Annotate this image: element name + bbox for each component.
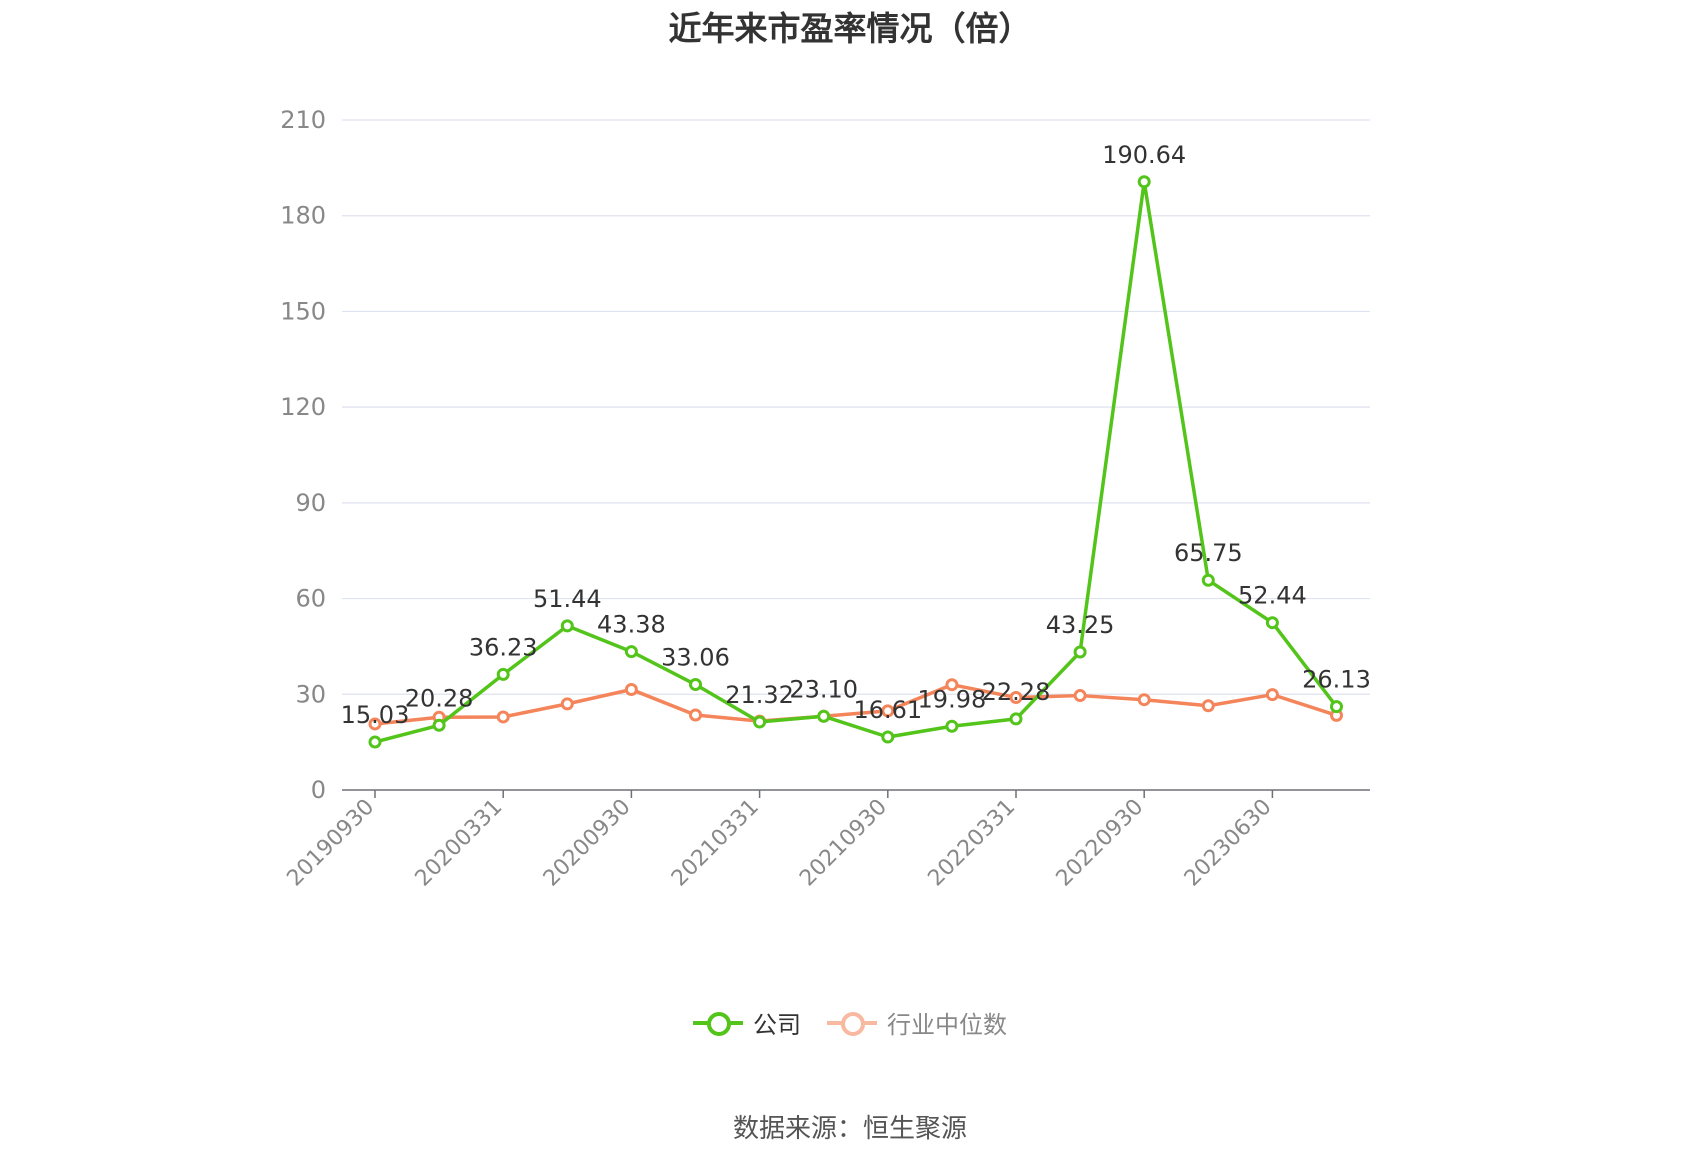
data-point-company <box>945 719 959 733</box>
y-tick-label: 210 <box>280 106 326 134</box>
data-point-industry <box>624 683 638 696</box>
chart-title: 近年来市盈率情况（倍） <box>668 9 1032 48</box>
y-tick-label: 180 <box>280 202 326 230</box>
y-tick-label: 150 <box>280 297 326 325</box>
axes: 0 30 60 90 120 150 180 210 20190930 20200331 20200… <box>280 106 1370 891</box>
y-tick-label: 90 <box>295 489 326 517</box>
data-point-company <box>496 667 510 681</box>
data-point-industry <box>881 704 895 718</box>
x-tick-label: 20230630 <box>1180 795 1277 892</box>
data-point-industry <box>1201 699 1215 713</box>
data-label-company: 20.28 <box>405 684 474 712</box>
data-point-company <box>817 709 831 723</box>
data-point-company <box>881 730 895 744</box>
data-point-company <box>689 678 702 692</box>
data-label-company: 16.61 <box>853 696 922 724</box>
y-tick-label: 120 <box>280 393 326 421</box>
x-tick-label: 20200930 <box>539 795 636 892</box>
legend-item-company[interactable]: 公司 <box>693 1005 801 1040</box>
series <box>368 175 1343 749</box>
data-label-company: 15.03 <box>341 701 410 729</box>
data-label-company: 21.32 <box>725 681 794 709</box>
data-label-company: 43.25 <box>1046 611 1115 639</box>
data-point-industry <box>368 717 382 731</box>
line-chart: 0 30 60 90 120 150 180 210 20190930 20200331 20200… <box>280 106 1371 891</box>
data-point-company <box>624 645 638 659</box>
data-label-company: 33.06 <box>661 644 730 672</box>
x-tick-label: 20210331 <box>667 795 764 892</box>
data-point-company <box>1073 645 1087 659</box>
data-point-company <box>432 718 446 732</box>
data-point-industry <box>1265 688 1279 702</box>
data-point-company <box>1330 700 1343 714</box>
data-point-industry <box>1137 693 1151 707</box>
legend-industry-label: 行业中位数 <box>887 1011 1007 1039</box>
data-point-company <box>368 735 382 749</box>
series-line-industry <box>374 682 1338 726</box>
data-label-company: 190.64 <box>1102 141 1186 169</box>
data-point-industry <box>496 710 510 724</box>
legend-company-marker-icon <box>693 1011 743 1036</box>
data-point-company <box>753 715 767 729</box>
data-point-company <box>560 619 574 633</box>
x-tick-label: 20200331 <box>411 795 508 892</box>
data-label-company: 19.98 <box>918 685 987 713</box>
data-label-company: 36.23 <box>469 633 538 661</box>
data-label-company: 65.75 <box>1174 539 1243 567</box>
data-label-company: 51.44 <box>533 585 602 613</box>
legend-industry-marker-icon <box>827 1011 877 1036</box>
legend: 公司 行业中位数 <box>0 1005 1700 1040</box>
series-line-company <box>374 180 1338 744</box>
legend-item-industry[interactable]: 行业中位数 <box>827 1005 1007 1040</box>
x-tick-label: 20210930 <box>795 795 892 892</box>
data-label-company: 22.28 <box>982 678 1051 706</box>
data-point-company <box>1201 573 1215 587</box>
data-point-company <box>1137 175 1151 189</box>
data-point-industry <box>1009 690 1023 704</box>
data-point-company <box>1265 616 1279 630</box>
data-point-industry <box>689 708 702 722</box>
data-point-industry <box>1073 689 1087 703</box>
grid-lines <box>342 119 1370 695</box>
x-tick-label: 20220331 <box>923 795 1020 892</box>
y-tick-label: 60 <box>295 585 326 613</box>
data-point-company <box>1009 712 1023 726</box>
data-label-company: 26.13 <box>1302 666 1371 694</box>
y-tick-label: 30 <box>295 680 326 708</box>
data-point-industry <box>560 697 574 711</box>
data-label-company: 52.44 <box>1238 582 1307 610</box>
data-source: 数据来源：恒生聚源 <box>732 1114 967 1144</box>
x-tick-label: 20190930 <box>282 795 379 892</box>
data-point-industry <box>945 678 959 692</box>
y-tick-label: 0 <box>311 776 326 804</box>
data-label-company: 23.10 <box>789 675 858 703</box>
legend-company-label: 公司 <box>753 1011 801 1039</box>
data-label-company: 43.38 <box>597 611 666 639</box>
x-tick-label: 20220930 <box>1052 795 1149 892</box>
